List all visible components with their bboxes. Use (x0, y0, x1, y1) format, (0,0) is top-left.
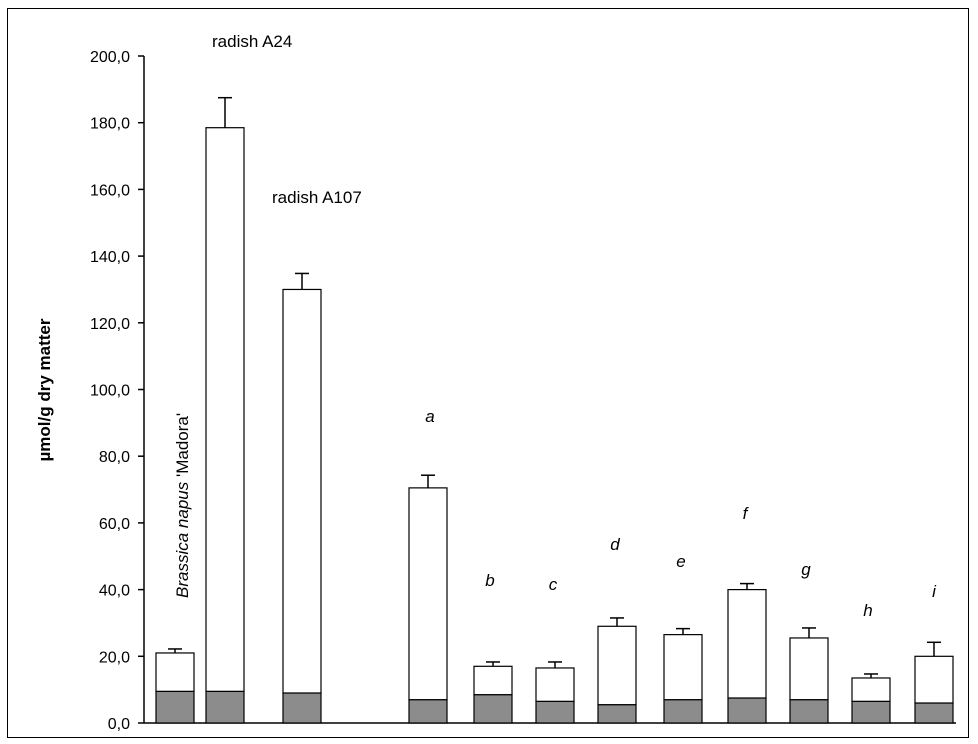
bar-top-segment (155, 652, 195, 692)
category-label: radish A24 (212, 32, 292, 51)
y-axis: 0,0 20,0 40,0 60,0 80,0 100,0 120,0 140,0 160,0 1… (90, 49, 956, 733)
bar-top-segment (473, 665, 513, 696)
y-tick-label: 80,0 (99, 449, 130, 466)
y-tick-label: 60,0 (99, 516, 130, 533)
bar-top-segment (851, 677, 891, 702)
category-label: c (549, 575, 558, 594)
category-label: a (425, 407, 434, 426)
bar-bottom-segment (663, 699, 703, 724)
category-labels: Brassica napus 'Madora' radish A24 radish … (173, 32, 937, 620)
bar-bottom-segment (851, 700, 891, 724)
bar-bottom-segment (205, 690, 245, 724)
y-tick-label: 200,0 (90, 49, 130, 66)
bar-top-segment (597, 625, 637, 706)
error-bars (168, 96, 941, 678)
bar-bottom-segment (408, 699, 448, 724)
bar-top-segment (535, 667, 575, 702)
chart-frame (7, 8, 969, 738)
bar-bottom-segment (597, 704, 637, 724)
bar-top-segment (727, 588, 767, 699)
category-label: Brassica napus 'Madora' (173, 413, 192, 598)
y-tick-label: 180,0 (90, 116, 130, 133)
category-label: radish A107 (272, 188, 362, 207)
bar-bottom-segment (727, 697, 767, 724)
y-tick-label: 20,0 (99, 649, 130, 666)
y-axis-title: µmol/g dry matter (35, 318, 54, 461)
y-tick-label: 120,0 (90, 316, 130, 333)
bars (155, 127, 954, 724)
category-label: f (743, 504, 750, 523)
bar-top-segment (914, 655, 954, 704)
bar-top-segment (205, 127, 245, 692)
category-label: e (676, 552, 685, 571)
bar-top-segment (282, 288, 322, 694)
bar-bottom-segment (155, 690, 195, 724)
y-tick-label: 0,0 (108, 716, 130, 733)
category-label: d (610, 535, 620, 554)
bar-top-segment (408, 487, 448, 701)
bar-bottom-segment (473, 694, 513, 724)
y-tick-label: 100,0 (90, 383, 130, 400)
category-label: b (485, 571, 494, 590)
bar-top-segment (789, 637, 829, 701)
y-tick-label: 160,0 (90, 182, 130, 199)
category-label: g (801, 560, 811, 579)
bar-bottom-segment (535, 700, 575, 724)
bar-top-segment (663, 634, 703, 701)
bar-bottom-segment (789, 699, 829, 724)
bar-bottom-segment (914, 702, 954, 724)
bar-bottom-segment (282, 692, 322, 724)
y-tick-label: 40,0 (99, 583, 130, 600)
y-tick-label: 140,0 (90, 249, 130, 266)
category-label: i (932, 582, 937, 601)
category-label: h (863, 601, 872, 620)
